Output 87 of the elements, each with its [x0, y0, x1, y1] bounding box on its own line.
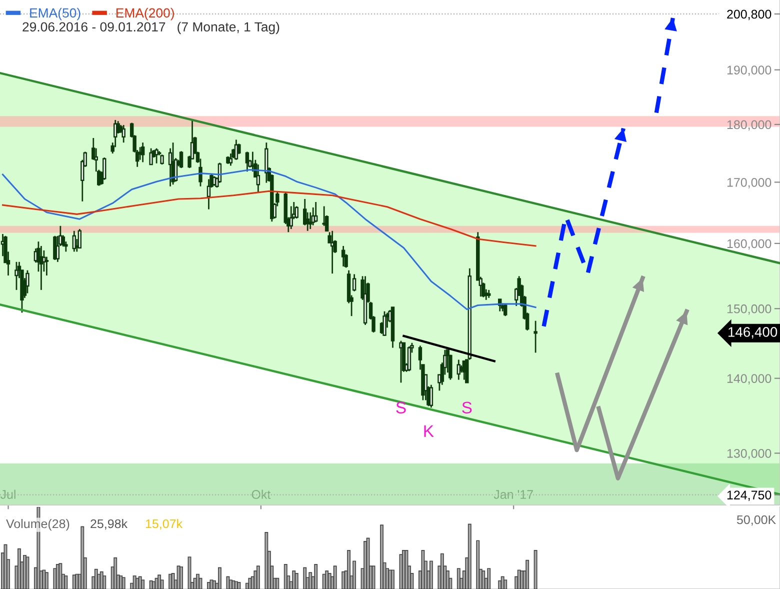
annotation: 146,400	[728, 327, 778, 339]
candlestick	[72, 230, 76, 252]
bar	[504, 580, 508, 589]
bar	[303, 567, 307, 589]
bar	[482, 570, 486, 589]
x-tick-label: Jul	[0, 490, 16, 499]
bar	[314, 564, 318, 589]
bar	[476, 540, 480, 589]
candlestick	[149, 148, 153, 166]
legend-label: EMA(50)	[30, 8, 80, 20]
candlestick	[206, 178, 211, 210]
text: Volume(28)	[6, 519, 70, 531]
y-tick-label: 200,800	[727, 10, 772, 20]
bar	[180, 566, 183, 589]
bar	[308, 572, 312, 589]
bar	[64, 575, 68, 589]
y-tick-label: 140,000	[727, 374, 772, 384]
candlestick	[102, 156, 106, 181]
candlestick	[352, 274, 356, 292]
text: 29.06.2016 - 09.01.2017 (7 Monate, 1 Tag)	[22, 22, 280, 34]
bar	[102, 575, 106, 589]
bar	[18, 548, 21, 589]
y-tick-label: 130,000	[727, 448, 772, 460]
line-series	[2, 190, 536, 247]
bar	[152, 581, 156, 589]
bar	[218, 567, 222, 589]
bar	[58, 563, 62, 589]
candlestick	[179, 150, 184, 169]
bar	[264, 532, 268, 589]
bar	[276, 578, 280, 589]
candlestick	[228, 152, 233, 166]
bar	[196, 574, 200, 589]
bar	[294, 573, 298, 589]
annotation: K	[424, 425, 434, 437]
bar	[141, 580, 145, 589]
bar	[212, 580, 216, 589]
candlestick	[256, 164, 260, 194]
bar	[391, 570, 394, 589]
bar	[42, 570, 46, 589]
bar	[487, 568, 491, 589]
annotation: S	[396, 402, 406, 414]
bar	[237, 582, 241, 589]
candlestick	[289, 206, 293, 230]
candlestick	[534, 320, 538, 354]
bar	[526, 560, 530, 589]
bar	[534, 550, 538, 589]
annotation: S	[462, 402, 472, 414]
bar	[292, 570, 296, 589]
candlestick	[407, 346, 412, 372]
candlestick	[308, 212, 312, 230]
annotation: 25,98k	[90, 519, 128, 530]
legend-label: EMA(200)	[116, 8, 174, 20]
bar	[256, 566, 260, 589]
bar	[429, 560, 433, 589]
candlestick	[503, 303, 508, 317]
annotation: 50,00K	[736, 515, 776, 526]
candlestick	[429, 384, 434, 408]
bar	[207, 582, 210, 589]
y-tick-label: 180,000	[727, 120, 772, 131]
y-tick-label: 170,000	[727, 178, 772, 188]
bar	[44, 572, 48, 589]
x-tick-label: Okt	[252, 490, 271, 499]
bar	[119, 575, 123, 589]
x-tick-label: Jan '17	[494, 490, 533, 499]
candlestick	[140, 142, 145, 163]
bar	[380, 524, 384, 589]
bar	[421, 550, 425, 589]
bar	[352, 560, 356, 589]
candlestick	[264, 142, 268, 184]
bar	[347, 550, 351, 589]
bar	[114, 557, 118, 589]
candlestick	[294, 206, 298, 220]
y-tick-label: 150,000	[727, 304, 772, 315]
bar	[226, 576, 230, 589]
annotation: 15,07k	[146, 519, 183, 530]
bar	[80, 526, 84, 589]
candlestick	[78, 228, 82, 250]
bar	[333, 566, 337, 589]
y-tick-label: 124,750	[727, 490, 772, 501]
y-tick-label: 160,000	[727, 239, 772, 250]
bar	[325, 570, 329, 589]
bar	[468, 524, 472, 589]
y-tick-label: 190,000	[727, 66, 772, 76]
candlestick	[314, 201, 318, 223]
bar	[158, 574, 162, 589]
bar	[122, 577, 126, 589]
bar	[26, 556, 30, 589]
